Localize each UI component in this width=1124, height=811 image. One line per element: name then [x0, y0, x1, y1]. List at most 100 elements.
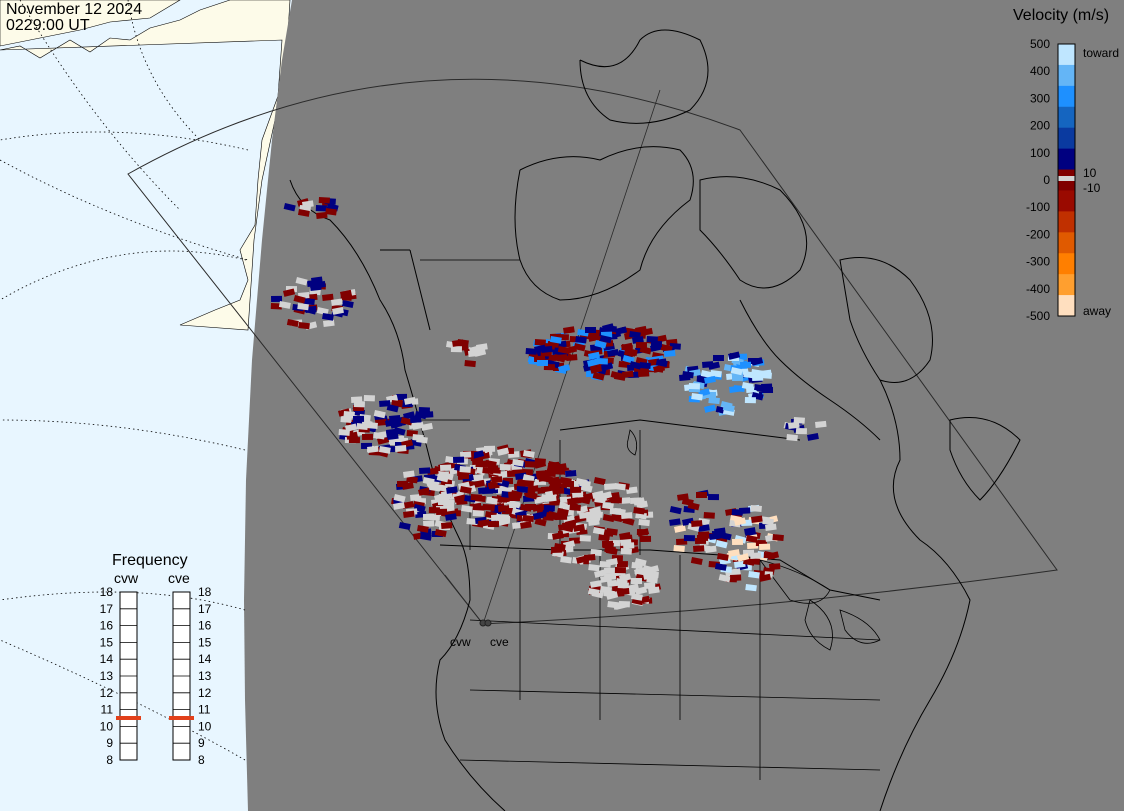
backscatter-cell: [610, 370, 623, 380]
backscatter-cell: [603, 567, 616, 574]
backscatter-cell: [297, 208, 310, 217]
backscatter-cell: [473, 479, 485, 488]
legend-away-label: away: [1083, 304, 1111, 318]
station-cve-marker[interactable]: [484, 619, 492, 627]
backscatter-cell: [293, 295, 306, 304]
backscatter-cell: [565, 354, 578, 361]
backscatter-cell: [487, 521, 499, 528]
backscatter-cell: [298, 322, 310, 330]
backscatter-cell: [635, 342, 647, 349]
backscatter-cell: [754, 384, 766, 392]
frequency-bars: 18 18 17 17 16 16 15 15 14 14 13 13 12 12 11 11 10 10 9 9 8 8: [100, 585, 212, 767]
backscatter-cell: [436, 474, 449, 483]
backscatter-cell: [419, 467, 431, 474]
backscatter-cell: [765, 523, 777, 531]
backscatter-cell: [650, 341, 662, 348]
backscatter-cell: [416, 435, 428, 444]
backscatter-cell: [560, 477, 572, 485]
backscatter-cell: [588, 564, 600, 572]
backscatter-cell: [443, 499, 455, 506]
backscatter-cell: [610, 513, 623, 523]
backscatter-cell: [472, 510, 484, 517]
backscatter-cell: [439, 464, 452, 471]
backscatter-cell: [640, 535, 652, 542]
backscatter-cell: [314, 280, 326, 289]
velocity-bar-frame: [1057, 43, 1076, 317]
backscatter-cell: [786, 434, 798, 442]
backscatter-cell: [655, 359, 668, 368]
backscatter-cell: [561, 524, 574, 533]
backscatter-cell: [793, 417, 805, 424]
backscatter-cell: [375, 418, 387, 426]
velocity-tick-label: 400: [1030, 64, 1050, 78]
backscatter-cell: [403, 470, 415, 478]
backscatter-cell: [762, 518, 774, 526]
frequency-tick-right: 15: [198, 635, 212, 649]
backscatter-cell: [744, 397, 756, 404]
backscatter-cell: [619, 573, 632, 582]
backscatter-cell: [602, 502, 614, 510]
backscatter-cell: [555, 354, 568, 361]
frequency-panel: Frequency cvw cve 18 18 17 17 16 16 15 15 14 14 13…: [100, 552, 212, 767]
velocity-color-swatch: [1058, 85, 1075, 108]
backscatter-cell: [379, 400, 391, 407]
backscatter-cell: [607, 349, 619, 357]
backscatter-cell: [588, 333, 600, 342]
backscatter-cell: [704, 375, 716, 384]
backscatter-cell: [545, 512, 558, 521]
backscatter-cell: [732, 374, 744, 381]
backscatter-cell: [668, 518, 681, 526]
backscatter-cell: [466, 518, 478, 526]
backscatter-cell: [747, 542, 759, 549]
velocity-legend-title: Velocity (m/s): [1013, 7, 1109, 24]
backscatter-cell: [653, 364, 666, 373]
backscatter-cell: [270, 303, 282, 310]
frequency-tick-right: 18: [198, 585, 212, 599]
velocity-tick-labels: 500 400 300 200 100 0 -100 -200 -300 -400 -500: [1026, 37, 1050, 323]
velocity-color-swatch: [1058, 127, 1075, 150]
backscatter-cell: [295, 277, 308, 286]
backscatter-cell: [738, 507, 751, 514]
backscatter-cell: [532, 511, 544, 520]
backscatter-cell: [629, 331, 641, 339]
backscatter-cell: [712, 355, 724, 362]
backscatter-cell: [520, 521, 532, 529]
frequency-tick-left: 8: [106, 753, 113, 767]
backscatter-cell: [303, 298, 315, 306]
legend-toward-label: toward: [1083, 46, 1119, 60]
backscatter-cell: [563, 540, 576, 549]
backscatter-cell: [297, 303, 309, 311]
backscatter-cell: [620, 539, 632, 546]
backscatter-cell: [646, 336, 658, 343]
backscatter-cell: [497, 505, 510, 512]
backscatter-cell: [516, 485, 528, 493]
backscatter-cell: [441, 522, 453, 529]
backscatter-cell: [743, 371, 755, 379]
backscatter-cell: [638, 519, 650, 527]
velocity-color-swatch: [1058, 44, 1075, 66]
backscatter-cell: [402, 501, 414, 509]
backscatter-cell: [283, 288, 296, 297]
backscatter-cell: [584, 554, 596, 561]
backscatter-cell: [552, 532, 564, 540]
backscatter-cell: [588, 518, 600, 526]
backscatter-cell: [459, 486, 472, 494]
frequency-tick-right: 13: [198, 669, 212, 683]
backscatter-cell: [730, 367, 743, 376]
velocity-zero-band: [1058, 176, 1075, 181]
velocity-tick-label: -400: [1026, 282, 1050, 296]
backscatter-cell: [497, 447, 510, 456]
radar-fov-outline: [127, 78, 1058, 625]
backscatter-cell: [316, 307, 329, 316]
lakes: [626, 429, 881, 651]
frequency-tick-left: 18: [100, 585, 114, 599]
backscatter-cell: [468, 349, 480, 357]
backscatter-cell: [345, 423, 358, 432]
backscatter-cell: [575, 336, 587, 344]
backscatter-cell: [499, 515, 511, 522]
backscatter-cell: [472, 458, 484, 465]
backscatter-cell: [629, 361, 642, 370]
backscatter-cell: [589, 580, 602, 588]
velocity-color-swatch: [1058, 274, 1075, 296]
